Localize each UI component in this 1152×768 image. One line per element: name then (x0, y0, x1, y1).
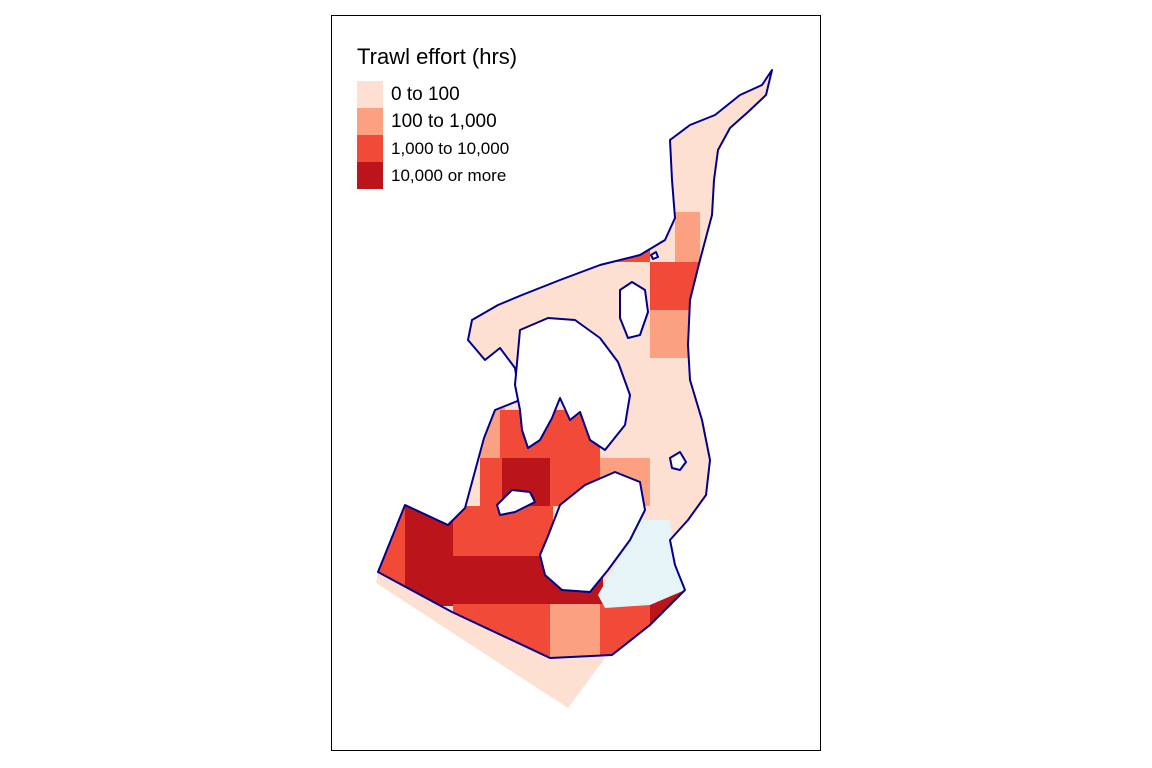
grid-outer-zone (376, 572, 605, 708)
land-north-islet (650, 251, 659, 260)
grid-cell (480, 458, 502, 508)
legend-item: 1,000 to 10,000 (357, 135, 517, 162)
grid-cell (600, 604, 652, 658)
grid-cell (550, 604, 602, 658)
legend-label: 100 to 1,000 (391, 110, 497, 132)
legend-swatch (357, 108, 383, 135)
grid-cell (675, 212, 700, 262)
legend-label: 1,000 to 10,000 (391, 138, 510, 158)
legend-swatch (357, 162, 383, 189)
map-legend: Trawl effort (hrs) 0 to 100 100 to 1,000… (357, 44, 517, 189)
legend-item: 100 to 1,000 (357, 108, 517, 135)
legend-label: 0 to 100 (391, 83, 460, 105)
legend-item: 0 to 100 (357, 81, 517, 108)
legend-title: Trawl effort (hrs) (357, 44, 518, 69)
legend-swatch (357, 81, 383, 108)
land-west-island (496, 489, 536, 516)
coastline-outline (377, 69, 773, 659)
legend-item: 10,000 or more (357, 162, 517, 189)
no-data-zone (598, 520, 685, 608)
land-south-island (539, 471, 646, 593)
legend-label: 10,000 or more (391, 165, 507, 185)
land-central-peninsula (514, 317, 631, 451)
land-northeast-island (619, 281, 649, 339)
grid-cell (650, 310, 690, 358)
land-east-islet (669, 451, 687, 471)
legend-swatch (357, 135, 383, 162)
